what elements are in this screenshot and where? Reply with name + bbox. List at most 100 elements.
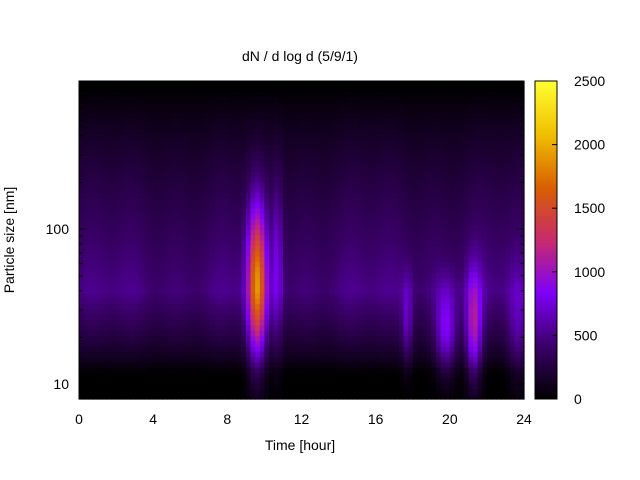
- heatmap-cell: [389, 393, 395, 400]
- heatmap-cell: [190, 139, 196, 146]
- heatmap-cell: [125, 181, 131, 188]
- heatmap-cell: [301, 361, 307, 368]
- heatmap-cell: [338, 202, 344, 209]
- heatmap-cell: [282, 388, 289, 395]
- heatmap-cell: [222, 202, 228, 209]
- heatmap-cell: [264, 346, 270, 352]
- heatmap-cell: [171, 234, 177, 241]
- heatmap-cell: [394, 367, 400, 374]
- heatmap-cell: [324, 128, 330, 135]
- heatmap-cell: [250, 240, 256, 246]
- heatmap-cell: [129, 282, 136, 289]
- heatmap-cell: [162, 218, 168, 225]
- heatmap-cell: [83, 181, 89, 188]
- heatmap-cell: [445, 224, 451, 230]
- heatmap-cell: [134, 234, 140, 241]
- heatmap-cell: [139, 81, 145, 87]
- heatmap-cell: [417, 187, 423, 193]
- heatmap-cell: [398, 118, 405, 124]
- heatmap-cell: [324, 261, 330, 268]
- heatmap-cell: [389, 250, 395, 257]
- heatmap-cell: [343, 303, 349, 310]
- heatmap-cell: [250, 324, 256, 331]
- heatmap-cell: [139, 255, 145, 262]
- heatmap-cell: [320, 155, 326, 162]
- heatmap-cell: [357, 96, 363, 103]
- heatmap-cell: [153, 128, 159, 135]
- heatmap-cell: [352, 377, 358, 384]
- heatmap-cell: [204, 208, 210, 215]
- heatmap-cell: [408, 240, 414, 246]
- heatmap-cell: [347, 330, 354, 336]
- heatmap-cell: [324, 383, 330, 389]
- heatmap-cell: [380, 293, 386, 299]
- heatmap-cell: [236, 388, 242, 395]
- heatmap-cell: [241, 144, 247, 151]
- heatmap-cell: [278, 118, 284, 124]
- heatmap-cell: [134, 96, 140, 103]
- heatmap-cell: [463, 308, 469, 315]
- heatmap-cell: [338, 282, 344, 289]
- heatmap-cell: [125, 123, 131, 130]
- heatmap-cell: [357, 86, 363, 93]
- heatmap-cell: [162, 96, 168, 103]
- heatmap-cell: [384, 361, 391, 368]
- heatmap-cell: [245, 388, 252, 395]
- heatmap-cell: [366, 277, 372, 283]
- heatmap-cell: [269, 335, 275, 342]
- heatmap-cell: [227, 266, 233, 273]
- heatmap-cell: [306, 155, 312, 162]
- heatmap-cell: [134, 367, 140, 374]
- heatmap-cell: [412, 118, 418, 124]
- heatmap-cell: [422, 202, 428, 209]
- heatmap-cell: [292, 351, 298, 358]
- heatmap-cell: [422, 367, 428, 374]
- heatmap-cell: [129, 160, 136, 167]
- heatmap-cell: [412, 330, 418, 336]
- heatmap-cell: [445, 229, 451, 236]
- heatmap-cell: [167, 86, 173, 93]
- heatmap-cell: [111, 234, 117, 241]
- heatmap-cell: [361, 171, 367, 177]
- heatmap-cell: [171, 340, 177, 347]
- heatmap-cell: [236, 271, 242, 278]
- heatmap-cell: [338, 176, 344, 183]
- heatmap-cell: [375, 361, 381, 368]
- heatmap-cell: [241, 234, 247, 241]
- heatmap-cell: [380, 176, 386, 183]
- heatmap-cell: [180, 261, 187, 268]
- heatmap-cell: [459, 234, 465, 241]
- heatmap-cell: [445, 134, 451, 140]
- heatmap-cell: [329, 308, 335, 315]
- heatmap-cell: [116, 393, 122, 400]
- heatmap-cell: [329, 303, 335, 310]
- heatmap-cell: [88, 277, 94, 283]
- heatmap-cell: [92, 335, 99, 342]
- heatmap-cell: [213, 340, 219, 347]
- heatmap-cell: [148, 245, 154, 252]
- heatmap-cell: [171, 393, 177, 400]
- heatmap-cell: [329, 128, 335, 135]
- heatmap-cell: [250, 245, 256, 252]
- heatmap-cell: [97, 96, 103, 103]
- heatmap-cell: [125, 308, 131, 315]
- heatmap-cell: [176, 282, 182, 289]
- heatmap-cell: [403, 165, 409, 172]
- heatmap-cell: [333, 176, 340, 183]
- heatmap-cell: [273, 181, 279, 188]
- heatmap-cell: [315, 388, 321, 395]
- heatmap-cell: [176, 261, 182, 268]
- heatmap-cell: [143, 176, 150, 183]
- heatmap-cell: [148, 202, 154, 209]
- heatmap-cell: [143, 319, 150, 326]
- heatmap-cell: [236, 308, 242, 315]
- heatmap-cell: [269, 208, 275, 215]
- heatmap-cell: [204, 192, 210, 199]
- heatmap-cell: [440, 224, 446, 230]
- heatmap-cell: [143, 144, 150, 151]
- heatmap-cell: [320, 277, 326, 283]
- heatmap-cell: [371, 255, 377, 262]
- heatmap-cell: [315, 277, 321, 283]
- heatmap-cell: [287, 356, 293, 363]
- heatmap-cell: [408, 208, 414, 215]
